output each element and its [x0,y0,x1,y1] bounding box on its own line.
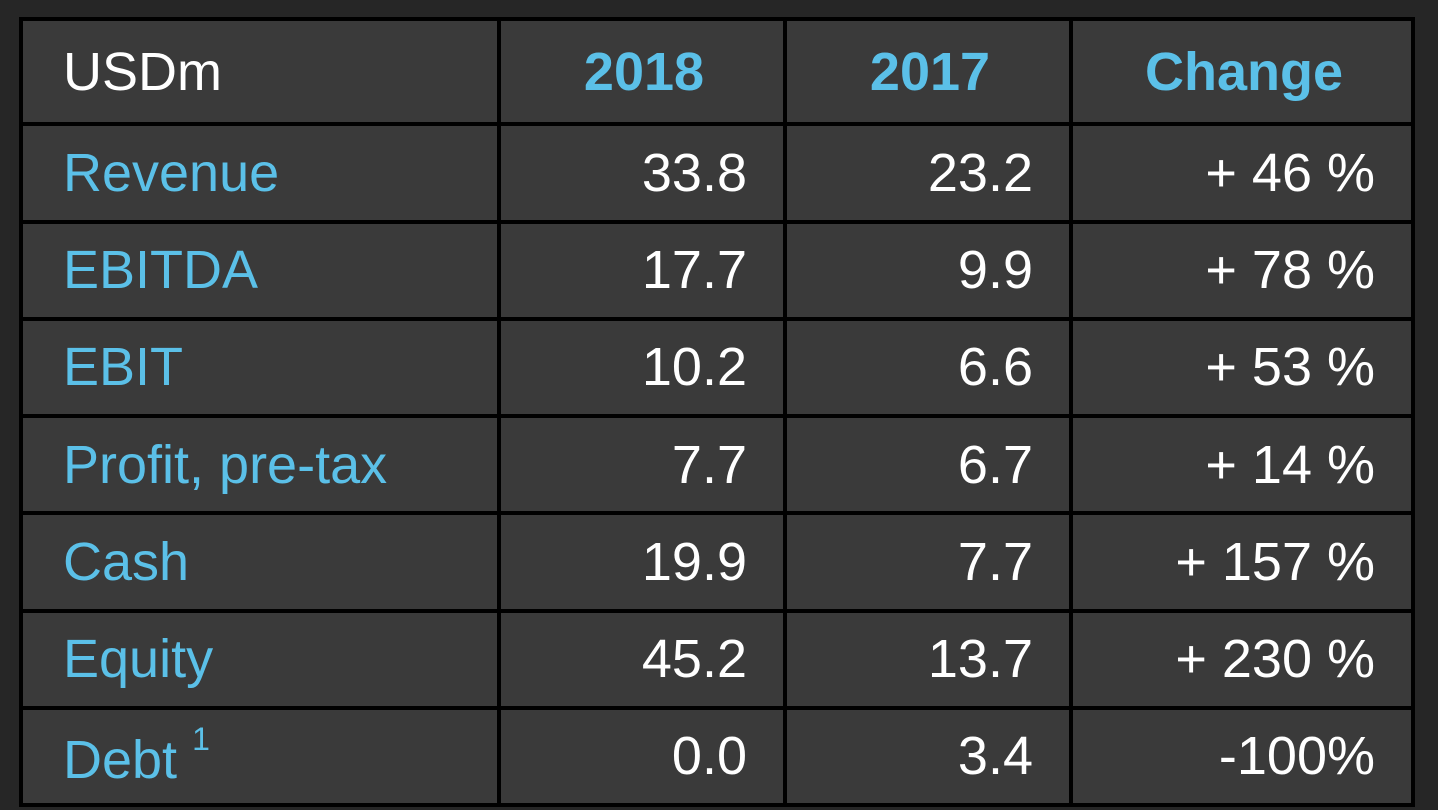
value-2017: 3.4 [787,709,1069,803]
row-label-cell: Debt 1 [23,709,497,803]
table-header-row: USDm 2018 2017 Change [23,21,1411,123]
change-value: + 14 % [1073,418,1411,512]
change-value: + 78 % [1073,223,1411,317]
value-2018: 10.2 [501,320,783,415]
value-2018: 17.7 [501,223,783,317]
value-2018: 45.2 [501,612,783,706]
table-row-ebit: EBIT 10.2 6.6 + 53 % [23,320,1411,415]
unit-header: USDm [23,21,497,123]
year-2018-header: 2018 [501,21,783,123]
table-row-ebitda: EBITDA 17.7 9.9 + 78 % [23,223,1411,317]
table-row-cash: Cash 19.9 7.7 + 157 % [23,515,1411,609]
financial-table-frame: USDm 2018 2017 Change Revenue 33.8 23.2 … [19,17,1415,807]
value-2018: 33.8 [501,126,783,220]
row-label: Cash [23,515,497,609]
table-row-revenue: Revenue 33.8 23.2 + 46 % [23,126,1411,220]
table-row-profit-pre-tax: Profit, pre-tax 7.7 6.7 + 14 % [23,418,1411,512]
financial-summary-table: USDm 2018 2017 Change Revenue 33.8 23.2 … [19,17,1415,807]
change-value: + 53 % [1073,320,1411,415]
value-2017: 6.7 [787,418,1069,512]
row-label: Equity [23,612,497,706]
row-label: Revenue [23,126,497,220]
change-value: + 230 % [1073,612,1411,706]
value-2017: 7.7 [787,515,1069,609]
row-label: Debt [63,730,178,791]
value-2017: 23.2 [787,126,1069,220]
row-label: EBIT [23,320,497,415]
row-label: Profit, pre-tax [23,418,497,512]
change-value: + 46 % [1073,126,1411,220]
change-value: -100% [1073,709,1411,803]
value-2017: 13.7 [787,612,1069,706]
change-header: Change [1073,21,1411,123]
year-2017-header: 2017 [787,21,1069,123]
value-2017: 9.9 [787,223,1069,317]
table-row-equity: Equity 45.2 13.7 + 230 % [23,612,1411,706]
table-row-debt: Debt 1 0.0 3.4 -100% [23,709,1411,803]
footnote-marker: 1 [192,721,210,758]
value-2018: 0.0 [501,709,783,803]
value-2018: 19.9 [501,515,783,609]
value-2017: 6.6 [787,320,1069,415]
row-label: EBITDA [23,223,497,317]
value-2018: 7.7 [501,418,783,512]
change-value: + 157 % [1073,515,1411,609]
